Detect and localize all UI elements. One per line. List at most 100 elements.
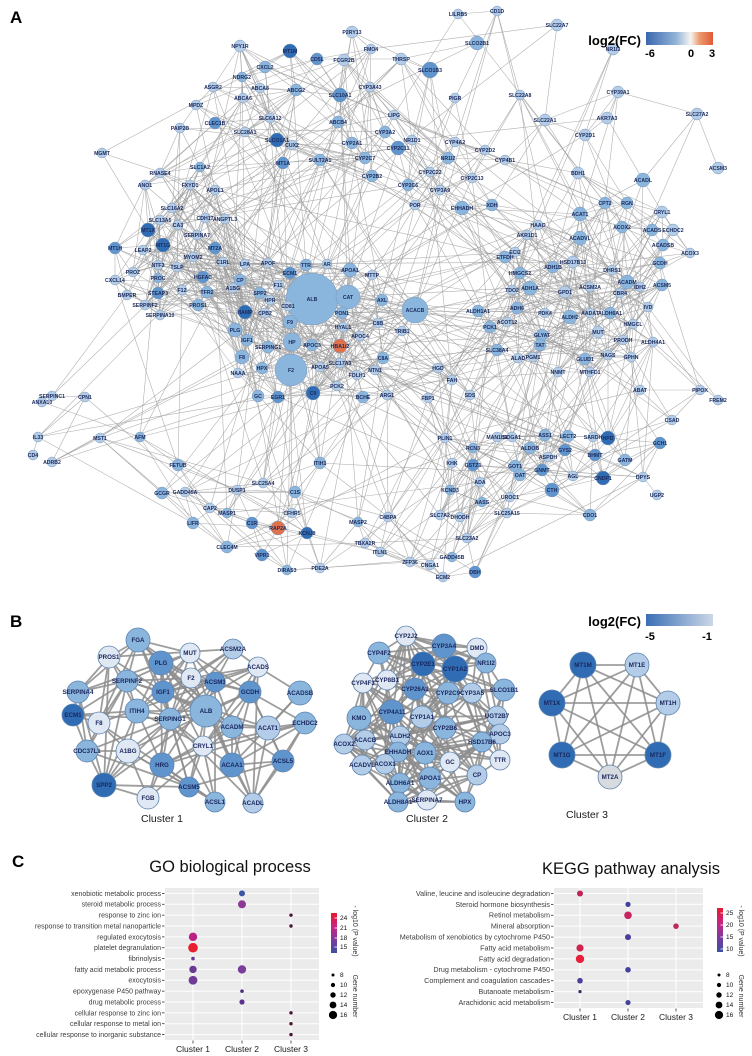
svg-text:20: 20 (726, 922, 734, 929)
svg-text:GATM: GATM (618, 458, 633, 464)
svg-text:Cluster 3: Cluster 3 (274, 1044, 308, 1054)
svg-text:8: 8 (340, 972, 344, 979)
svg-text:PAIP2B: PAIP2B (171, 126, 190, 132)
svg-text:10: 10 (726, 982, 734, 989)
svg-text:APOL1: APOL1 (206, 188, 223, 194)
svg-text:ACOX2: ACOX2 (613, 225, 631, 231)
svg-text:HPX: HPX (257, 366, 268, 372)
svg-text:ALDH1A1: ALDH1A1 (466, 309, 490, 315)
svg-text:regulated exocytosis: regulated exocytosis (97, 934, 161, 941)
svg-text:Cluster 1: Cluster 1 (563, 1012, 597, 1022)
cluster-3-label: Cluster 3 (566, 809, 608, 821)
svg-text:SERPING1: SERPING1 (154, 716, 186, 723)
svg-text:HSD17B6: HSD17B6 (468, 739, 496, 746)
svg-text:PRODH: PRODH (614, 338, 633, 344)
svg-text:ALDH6A1: ALDH6A1 (386, 780, 415, 787)
svg-text:MT1A: MT1A (276, 161, 290, 167)
svg-text:A1BG: A1BG (119, 748, 136, 755)
svg-text:SLC25A15: SLC25A15 (494, 511, 520, 517)
svg-text:GC: GC (254, 394, 262, 400)
svg-text:FAH: FAH (447, 378, 458, 384)
svg-text:8: 8 (726, 972, 730, 979)
svg-text:CYP2A1: CYP2A1 (342, 141, 362, 147)
svg-text:C4BPA: C4BPA (379, 515, 396, 521)
svg-text:CYP2B2: CYP2B2 (362, 174, 382, 180)
svg-text:AADAT: AADAT (581, 311, 600, 317)
svg-text:0: 0 (688, 48, 694, 60)
svg-text:ACACB: ACACB (354, 737, 377, 744)
svg-text:Valine, leucine and isoleucine: Valine, leucine and isoleucine degradati… (416, 889, 550, 898)
svg-text:DPYS: DPYS (636, 475, 651, 481)
panel-b-label: B (10, 612, 23, 631)
svg-text:-5: -5 (645, 631, 655, 643)
svg-text:ARG1: ARG1 (380, 393, 395, 399)
svg-text:PLG: PLG (230, 328, 241, 334)
svg-text:AFM: AFM (134, 435, 145, 441)
svg-text:SLC16A2: SLC16A2 (161, 206, 184, 212)
svg-text:ECM2: ECM2 (436, 575, 451, 581)
svg-text:10: 10 (726, 946, 734, 953)
svg-text:F8: F8 (239, 355, 245, 361)
svg-text:Retinol metabolism: Retinol metabolism (489, 911, 550, 920)
svg-text:EGR1: EGR1 (271, 395, 285, 401)
svg-text:MT1G: MT1G (553, 752, 570, 759)
svg-text:ADRB2: ADRB2 (43, 460, 61, 466)
svg-text:Arachidonic acid metabolism: Arachidonic acid metabolism (459, 998, 550, 1007)
cluster-2-label: Cluster 2 (406, 813, 448, 825)
svg-text:CYP8B1: CYP8B1 (375, 677, 400, 684)
svg-text:CPN1: CPN1 (78, 395, 92, 401)
svg-text:14: 14 (340, 1002, 348, 1009)
svg-text:TTR: TTR (494, 757, 507, 764)
svg-text:AXL: AXL (377, 298, 388, 304)
svg-text:Gene number: Gene number (351, 975, 358, 1018)
svg-text:log2(FC): log2(FC) (588, 614, 641, 629)
svg-text:GOT1: GOT1 (508, 464, 522, 470)
svg-text:ASPDH: ASPDH (539, 455, 557, 461)
svg-text:ACADSB: ACADSB (287, 690, 314, 697)
svg-text:MT1H: MT1H (108, 246, 122, 252)
svg-text:FXYD1: FXYD1 (182, 183, 199, 189)
svg-text:C8B: C8B (373, 321, 384, 327)
svg-text:LEAP2: LEAP2 (135, 248, 152, 254)
svg-text:ALDH2: ALDH2 (561, 315, 578, 321)
svg-text:GYS2: GYS2 (558, 448, 572, 454)
svg-text:F2: F2 (288, 368, 294, 374)
svg-text:Metabolism of xenobiotics by c: Metabolism of xenobiotics by cytochrome … (400, 932, 550, 941)
svg-text:CYP3A5: CYP3A5 (460, 690, 485, 697)
svg-text:CUX2: CUX2 (285, 143, 299, 149)
svg-text:AOX1: AOX1 (417, 750, 434, 757)
svg-text:25: 25 (726, 910, 734, 917)
svg-text:LECT2: LECT2 (560, 434, 577, 440)
svg-text:HGFAC: HGFAC (194, 275, 212, 281)
svg-text:TDO2: TDO2 (505, 288, 519, 294)
svg-text:F9: F9 (287, 320, 293, 326)
svg-text:CYP2C22: CYP2C22 (418, 170, 441, 176)
svg-text:ACSM3: ACSM3 (204, 679, 226, 686)
panel-a-network: LILRB5 CD1DSLC22A7P2RY13SLCO2B1NR1I3CYP39… (27, 5, 727, 583)
svg-text:ANGPTL3: ANGPTL3 (213, 217, 237, 223)
svg-text:C1S: C1S (290, 490, 301, 496)
svg-text:Fatty acid metabolism: Fatty acid metabolism (480, 943, 550, 952)
svg-text:CAP2: CAP2 (203, 506, 217, 512)
svg-text:PROS1: PROS1 (189, 303, 207, 309)
svg-text:DBH: DBH (469, 570, 480, 576)
svg-text:BMPER: BMPER (118, 293, 137, 299)
svg-text:CD5L: CD5L (310, 57, 324, 63)
svg-text:CA3: CA3 (173, 223, 183, 229)
svg-text:ALDH4A1: ALDH4A1 (641, 340, 665, 346)
svg-text:PDK4: PDK4 (538, 311, 552, 317)
svg-text:EHHADH: EHHADH (451, 206, 473, 212)
svg-text:PGM1: PGM1 (526, 355, 541, 361)
svg-text:LPA: LPA (240, 262, 250, 268)
svg-text:MT1X: MT1X (141, 228, 155, 234)
svg-text:CYP3A4: CYP3A4 (432, 643, 457, 650)
svg-text:SLC7A2: SLC7A2 (430, 513, 450, 519)
svg-text:CPT2: CPT2 (598, 201, 611, 207)
svg-text:PON1: PON1 (335, 311, 349, 317)
svg-text:ACAT1: ACAT1 (572, 212, 589, 218)
svg-text:FBP1: FBP1 (421, 396, 434, 402)
svg-text:HSD17B13: HSD17B13 (560, 260, 586, 266)
svg-text:MT1E: MT1E (629, 662, 646, 669)
svg-text:C9: C9 (310, 391, 317, 397)
